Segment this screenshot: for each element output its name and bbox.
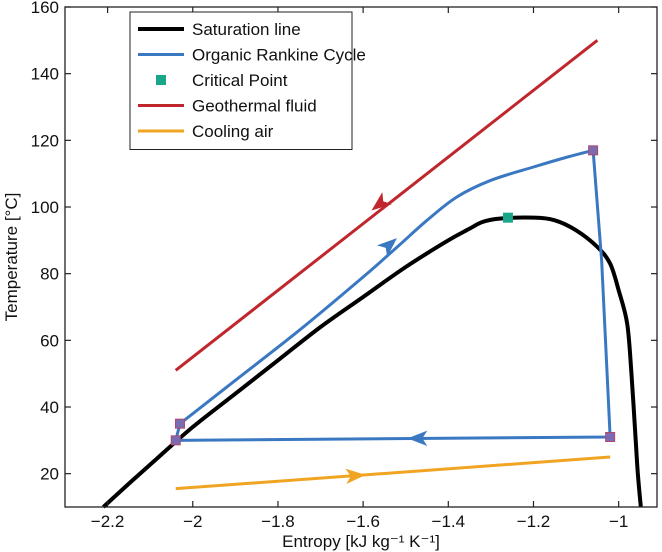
legend-label-critical-point: Critical Point: [192, 71, 288, 90]
y-tick-label: 160: [31, 0, 59, 17]
series-critical-point: [502, 212, 513, 223]
state-point-marker: [605, 432, 616, 442]
axes-frame: [64, 6, 658, 508]
y-tick-label: 120: [31, 131, 59, 150]
series-organic-rankine-cycle: [170, 145, 616, 447]
y-tick-label: 80: [40, 265, 59, 284]
x-tick-label: −1: [609, 512, 628, 531]
legend-box: [129, 11, 353, 150]
x-tick-label: −1.8: [261, 512, 295, 531]
y-tick-label: 140: [31, 65, 59, 84]
x-axis: −2.2 −2 −1.8 −1.6 −1.4 −1.2 −1: [91, 7, 628, 531]
arrow-geothermal-fluid: [371, 192, 392, 211]
marker-critical-point: [502, 212, 513, 223]
legend-label-cooling-air: Cooling air: [192, 122, 274, 141]
state-point-marker: [170, 435, 181, 446]
series-saturation-line: [101, 215, 643, 509]
plot-area: [101, 39, 643, 509]
x-axis-label: Entropy [kJ kg⁻¹ K⁻¹]: [282, 532, 440, 551]
line-cooling-air: [175, 455, 611, 491]
y-axis: 20 40 60 80 100 120 140 160: [31, 0, 657, 484]
y-tick-label: 60: [40, 331, 59, 350]
arrow-organic-rankine-cycle: [407, 430, 428, 447]
line-organic-rankine-cycle: [174, 148, 612, 442]
line-saturation-line: [101, 215, 643, 509]
arrow-organic-rankine-cycle: [376, 238, 397, 257]
legend-label-geothermal-fluid: Geothermal fluid: [192, 97, 317, 116]
x-tick-label: −1.4: [432, 512, 466, 531]
x-tick-label: −2.2: [91, 512, 125, 531]
legend: Saturation line Organic Rankine Cycle Cr…: [129, 11, 366, 150]
y-axis-label: Temperature [°C]: [2, 193, 21, 322]
x-tick-label: −1.6: [346, 512, 380, 531]
legend-swatch-critical-point: [156, 75, 166, 85]
x-tick-label: −1.2: [517, 512, 551, 531]
arrow-cooling-air: [345, 468, 366, 484]
series-geothermal-fluid: [174, 39, 599, 372]
legend-label-organic-rankine-cycle: Organic Rankine Cycle: [192, 46, 366, 65]
state-point-marker: [174, 418, 185, 429]
y-tick-label: 40: [40, 398, 59, 417]
y-tick-label: 100: [31, 198, 59, 217]
series-cooling-air: [175, 455, 611, 491]
y-tick-label: 20: [40, 465, 59, 484]
state-point-marker: [588, 145, 599, 156]
legend-label-saturation-line: Saturation line: [192, 20, 301, 39]
x-tick-label: −2: [183, 512, 202, 531]
